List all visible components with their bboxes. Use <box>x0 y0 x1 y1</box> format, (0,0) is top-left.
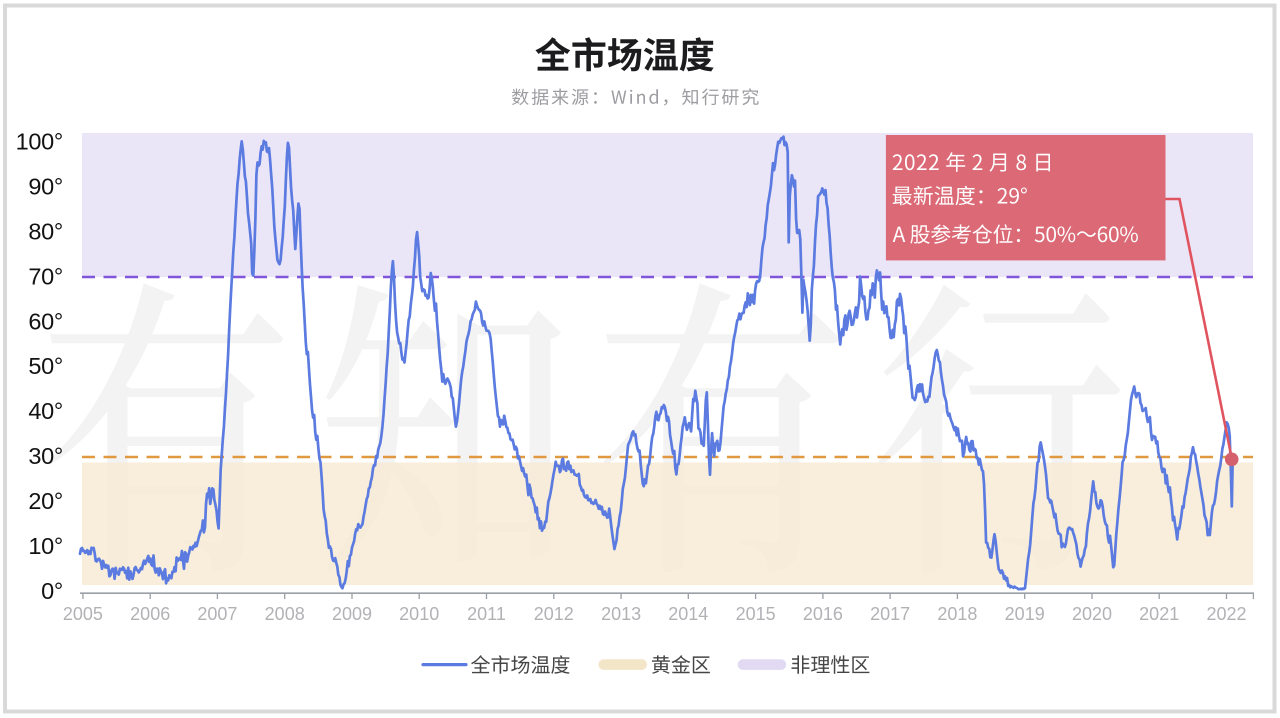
svg-text:30°: 30° <box>28 443 63 469</box>
svg-text:2019: 2019 <box>1005 604 1045 624</box>
svg-text:2010: 2010 <box>399 604 439 624</box>
svg-text:2020: 2020 <box>1072 604 1112 624</box>
svg-text:2018: 2018 <box>937 604 977 624</box>
svg-text:2013: 2013 <box>601 604 641 624</box>
svg-text:2015: 2015 <box>736 604 776 624</box>
svg-text:2021: 2021 <box>1139 604 1179 624</box>
svg-text:0°: 0° <box>41 578 63 604</box>
svg-text:2014: 2014 <box>668 604 708 624</box>
svg-text:70°: 70° <box>28 263 63 289</box>
svg-text:10°: 10° <box>28 533 63 559</box>
svg-text:2012: 2012 <box>534 604 574 624</box>
svg-text:100°: 100° <box>16 128 63 154</box>
svg-text:2009: 2009 <box>332 604 372 624</box>
svg-text:40°: 40° <box>28 398 63 424</box>
svg-text:2008: 2008 <box>265 604 305 624</box>
svg-text:2017: 2017 <box>870 604 910 624</box>
svg-text:2006: 2006 <box>130 604 170 624</box>
svg-text:80°: 80° <box>28 218 63 244</box>
svg-text:90°: 90° <box>28 173 63 199</box>
svg-text:20°: 20° <box>28 488 63 514</box>
svg-text:2007: 2007 <box>197 604 237 624</box>
svg-text:50°: 50° <box>28 353 63 379</box>
svg-text:2016: 2016 <box>803 604 843 624</box>
svg-text:60°: 60° <box>28 308 63 334</box>
svg-text:2011: 2011 <box>467 604 506 624</box>
svg-text:2022: 2022 <box>1206 604 1246 624</box>
svg-text:2005: 2005 <box>63 604 103 624</box>
